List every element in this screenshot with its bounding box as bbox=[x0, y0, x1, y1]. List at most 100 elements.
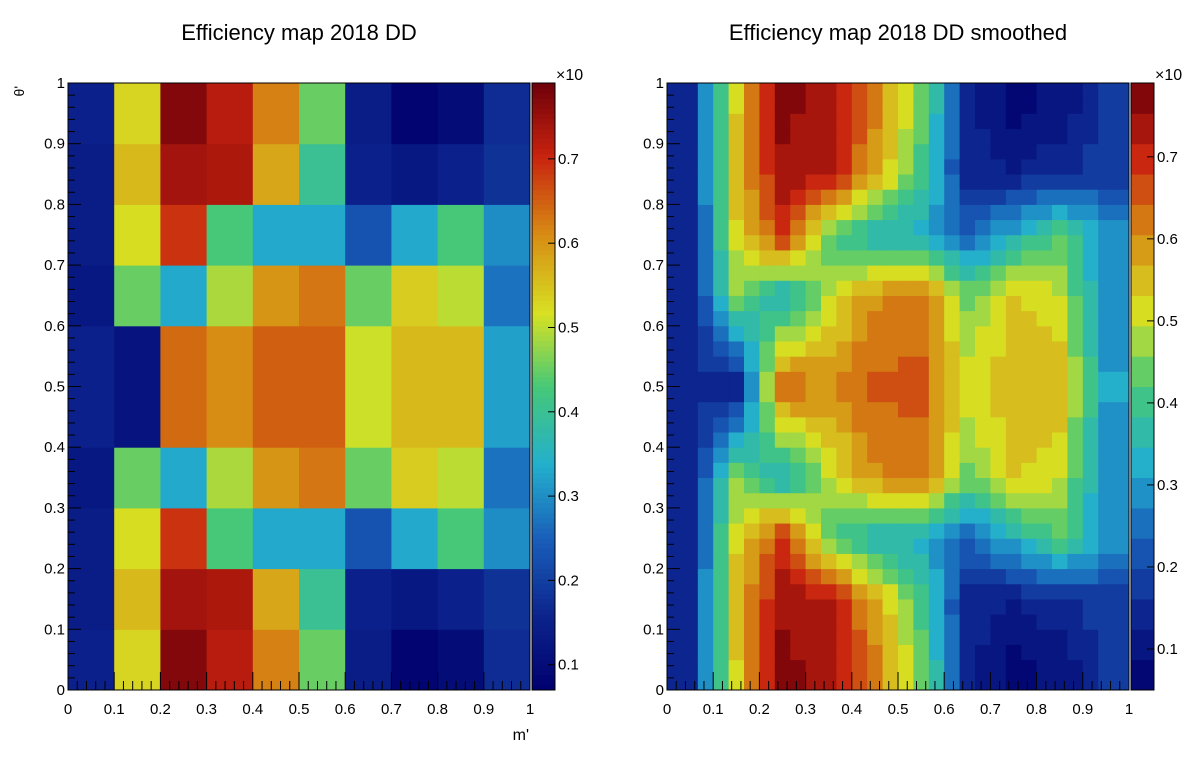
colorbar-segment bbox=[532, 391, 555, 398]
colorbar-segment bbox=[1131, 568, 1154, 600]
panel-efficiency-map-smoothed: Efficiency map 2018 DD smoothed 0 0.1 0.2 0… bbox=[643, 20, 1182, 718]
colorbar-segment bbox=[532, 406, 555, 413]
heatmap-cell bbox=[944, 401, 961, 418]
heatmap-cell bbox=[744, 447, 760, 463]
heatmap-cell bbox=[851, 477, 868, 494]
heatmap-cell bbox=[1021, 234, 1038, 251]
heatmap-cell bbox=[1082, 265, 1099, 281]
colorbar-segment bbox=[532, 563, 555, 570]
heatmap-cell bbox=[1021, 158, 1038, 175]
heatmap-cell bbox=[790, 249, 807, 266]
heatmap-cell bbox=[1113, 340, 1130, 357]
heatmap-cell bbox=[851, 598, 868, 615]
heatmap-cell bbox=[682, 477, 699, 494]
heatmap-cell bbox=[1036, 356, 1053, 372]
y-tick-label: 0.1 bbox=[643, 621, 664, 638]
heatmap-cell bbox=[851, 523, 868, 539]
heatmap-cell bbox=[1098, 340, 1115, 357]
heatmap-cell bbox=[944, 174, 961, 190]
heatmap-cell bbox=[975, 219, 991, 236]
heatmap-cell bbox=[1052, 538, 1068, 554]
heatmap-cell bbox=[1005, 189, 1022, 205]
panel-efficiency-map: Efficiency map 2018 DD 0 0.1 0.2 0.3 0.4 0.5 0… bbox=[11, 20, 583, 744]
colorbar-segment bbox=[532, 234, 555, 241]
heatmap-cell bbox=[728, 447, 745, 463]
heatmap-cell bbox=[114, 447, 161, 509]
x-tick-label: 0.4 bbox=[242, 701, 263, 718]
heatmap-cell bbox=[682, 265, 699, 281]
heatmap-cell bbox=[944, 659, 961, 676]
heatmap-cell bbox=[682, 98, 699, 114]
heatmap-cell bbox=[682, 598, 699, 615]
heatmap-cell bbox=[959, 629, 976, 645]
heatmap-cell bbox=[975, 629, 991, 645]
heatmap-cell bbox=[959, 538, 976, 554]
heatmap-cell bbox=[667, 598, 683, 615]
heatmap-cell bbox=[898, 523, 914, 539]
heatmap-cell bbox=[1067, 416, 1084, 433]
heatmap-cell bbox=[682, 674, 699, 691]
heatmap-cell bbox=[1082, 659, 1099, 676]
heatmap-cell bbox=[928, 507, 945, 524]
heatmap-cell bbox=[1005, 447, 1022, 463]
heatmap-cell bbox=[821, 492, 837, 509]
y-tick-label: 0.9 bbox=[643, 136, 664, 153]
heatmap-cell bbox=[1067, 340, 1084, 357]
colorbar-segment bbox=[532, 674, 555, 681]
colorbar-segment bbox=[1131, 265, 1154, 296]
colorbar-segment bbox=[532, 174, 555, 180]
y-tick-label: 0.5 bbox=[44, 379, 65, 396]
heatmap-cell bbox=[990, 568, 1007, 585]
heatmap-cell bbox=[697, 432, 714, 448]
heatmap-cell bbox=[774, 128, 791, 145]
heatmap-cell bbox=[1052, 583, 1068, 600]
colorbar-segment bbox=[532, 98, 555, 104]
heatmap-cell bbox=[805, 492, 822, 509]
heatmap-cell bbox=[1113, 386, 1130, 403]
heatmap-cell bbox=[990, 310, 1007, 327]
heatmap-cell bbox=[867, 401, 884, 418]
colorbar-segment bbox=[532, 184, 555, 190]
heatmap-cell bbox=[959, 507, 976, 524]
heatmap-cell bbox=[1067, 674, 1084, 691]
heatmap-cell bbox=[913, 280, 930, 296]
heatmap-cell bbox=[975, 174, 991, 190]
heatmap-cell bbox=[990, 416, 1007, 433]
heatmap-cell bbox=[667, 143, 683, 160]
heatmap-cell bbox=[759, 523, 776, 539]
heatmap-cell bbox=[805, 113, 822, 130]
heatmap-cell bbox=[805, 462, 822, 479]
heatmap-cell bbox=[928, 98, 945, 114]
heatmap-cell bbox=[867, 477, 884, 494]
heatmap-cell bbox=[1052, 416, 1068, 433]
heatmap-cell bbox=[851, 128, 868, 145]
heatmap-cell bbox=[913, 356, 930, 372]
heatmap-cell bbox=[1082, 507, 1099, 524]
colorbar-segment bbox=[1131, 113, 1154, 145]
heatmap-cell bbox=[1067, 265, 1084, 281]
heatmap-cell bbox=[898, 189, 914, 205]
colorbar-segment bbox=[532, 487, 555, 494]
heatmap-cell bbox=[437, 143, 485, 205]
heatmap-cell bbox=[790, 629, 807, 645]
heatmap-cell bbox=[1036, 523, 1053, 539]
x-tick-label: 0 bbox=[663, 701, 671, 718]
colorbar-segment bbox=[532, 614, 555, 620]
heatmap-cell bbox=[882, 674, 899, 691]
heatmap-cell bbox=[1113, 598, 1130, 615]
heatmap-cell bbox=[759, 204, 776, 221]
heatmap-cell bbox=[1082, 113, 1099, 130]
heatmap-cell bbox=[1005, 614, 1022, 630]
heatmap-cell bbox=[114, 568, 161, 630]
heatmap-cell bbox=[1082, 189, 1099, 205]
heatmap-cell bbox=[990, 629, 1007, 645]
heatmap-cell bbox=[959, 523, 976, 539]
colorbar-segment bbox=[532, 366, 555, 372]
heatmap-cell bbox=[975, 143, 991, 160]
heatmap-cell bbox=[898, 325, 914, 342]
colorbar-segment bbox=[532, 583, 555, 590]
heatmap-cell bbox=[1113, 674, 1130, 691]
heatmap-cell bbox=[851, 386, 868, 403]
colorbar-segment bbox=[532, 229, 555, 236]
heatmap-cell bbox=[774, 629, 791, 645]
